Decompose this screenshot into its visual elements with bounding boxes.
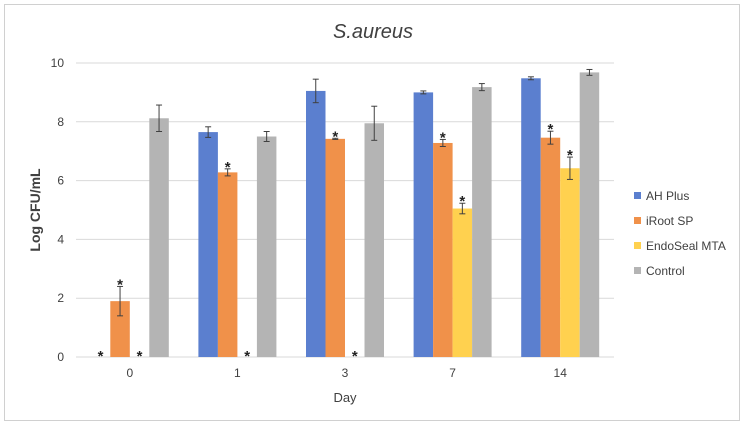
legend-label: Control	[646, 264, 685, 278]
x-axis-ticks: 0 1 3 7 14	[126, 366, 567, 380]
y-tick-label: 4	[57, 232, 64, 246]
x-tick-label: 7	[449, 366, 456, 380]
y-axis-title: Log CFU/mL	[27, 168, 43, 252]
y-tick-label: 6	[57, 174, 64, 188]
legend-swatch	[634, 267, 641, 274]
bar	[472, 87, 492, 357]
chart-title: S.aureus	[333, 21, 413, 43]
x-tick-label: 0	[126, 366, 133, 380]
bar	[560, 168, 580, 357]
bar	[306, 90, 326, 358]
bars	[110, 72, 600, 358]
legend-swatch	[634, 217, 641, 224]
significance-star: *	[567, 147, 573, 164]
significance-star: *	[244, 348, 250, 365]
bar	[217, 172, 238, 357]
significance-star: *	[117, 276, 123, 293]
bar	[433, 142, 453, 357]
legend: AH Plus iRoot SP EndoSeal MTA Control	[634, 189, 726, 278]
x-tick-label: 14	[554, 366, 568, 380]
legend-swatch	[634, 242, 641, 249]
y-axis-ticks: 0 2 4 6 8 10	[51, 56, 65, 364]
y-tick-label: 0	[57, 350, 64, 364]
legend-label: EndoSeal MTA	[646, 239, 726, 253]
significance-star: *	[440, 129, 446, 146]
bar	[325, 138, 345, 357]
significance-star: *	[459, 193, 465, 210]
y-tick-label: 8	[57, 115, 64, 129]
bar	[198, 132, 218, 357]
bar	[579, 72, 600, 358]
bar	[110, 301, 130, 357]
significance-star: *	[225, 159, 231, 176]
error-bars	[117, 68, 593, 317]
significance-star: *	[332, 128, 338, 145]
y-tick-label: 2	[57, 291, 64, 305]
bar	[413, 92, 434, 358]
y-tick-label: 10	[51, 56, 65, 70]
bar	[521, 78, 541, 358]
x-axis-title: Day	[333, 390, 357, 405]
bar	[540, 137, 561, 357]
bar	[256, 136, 277, 357]
legend-label: iRoot SP	[646, 214, 693, 228]
significance-star: *	[548, 121, 554, 138]
significance-star: *	[352, 348, 358, 365]
significance-markers: * * * * * * * * * * *	[98, 121, 573, 365]
significance-star: *	[137, 348, 143, 365]
x-tick-label: 1	[234, 366, 241, 380]
x-tick-label: 3	[342, 366, 349, 380]
significance-star: *	[98, 348, 104, 365]
bar	[364, 123, 384, 358]
legend-label: AH Plus	[646, 189, 689, 203]
bar	[149, 118, 169, 357]
legend-swatch	[634, 192, 641, 199]
bar	[452, 208, 473, 357]
